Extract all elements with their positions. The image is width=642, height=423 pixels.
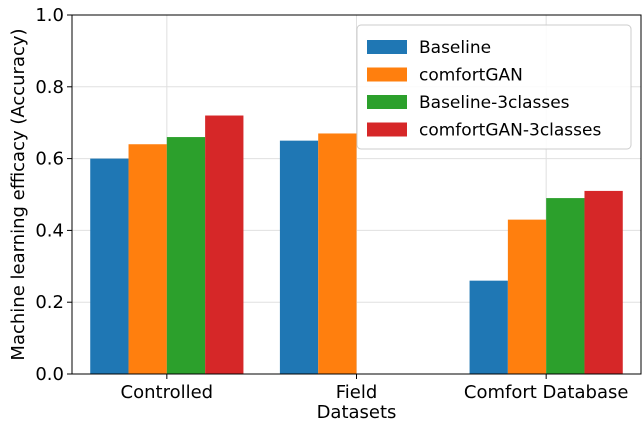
axes	[67, 14, 642, 379]
bar-baseline-2	[469, 280, 508, 374]
x-tick-label: Field	[336, 382, 378, 403]
legend-swatch	[367, 95, 407, 109]
bar-comfortgan-3classes-2	[584, 190, 623, 374]
y-tick-label: 0.4	[35, 220, 64, 241]
legend-entry: Baseline	[419, 38, 491, 58]
y-tick-label: 0.0	[35, 364, 64, 385]
plot-frame	[71, 14, 642, 375]
legend-swatch	[367, 122, 407, 137]
legend-swatch	[367, 40, 407, 54]
bar-baseline-3classes-0	[166, 137, 206, 374]
bar-baseline-3classes-2	[546, 198, 585, 374]
x-tick-label: Comfort Database	[464, 382, 629, 403]
x-tick-label: Controlled	[121, 382, 214, 403]
bar-baseline-1	[279, 140, 319, 374]
legend-entry: comfortGAN-3classes	[419, 121, 601, 141]
x-axis-label: Datasets	[317, 402, 397, 423]
bar-comfortgan-1	[318, 133, 357, 374]
legend-entry: comfortGAN	[419, 66, 523, 86]
bar-comfortgan-2	[507, 219, 547, 374]
legend: Baseline comfortGAN Baseline-3classes comfo…	[356, 24, 632, 150]
bar-comfortgan-3classes-0	[205, 115, 244, 375]
y-tick-label: 0.6	[35, 149, 64, 170]
bars	[90, 115, 623, 375]
y-tick-label: 0.2	[35, 292, 64, 313]
bar-comfortgan-0	[128, 144, 167, 374]
legend-entry: Baseline-3classes	[419, 93, 570, 113]
y-axis-label: Machine learning efficacy (Accuracy)	[8, 28, 29, 360]
y-tick-label: 1.0	[35, 5, 64, 26]
y-tick-label: 0.8	[35, 77, 64, 98]
legend-frame	[356, 24, 632, 150]
bar-baseline-0	[90, 158, 129, 374]
tick-labels: 0.0 0.2 0.4 0.6 0.8 1.0 Controlled Field Comfort…	[35, 5, 628, 403]
legend-swatch	[367, 67, 407, 82]
